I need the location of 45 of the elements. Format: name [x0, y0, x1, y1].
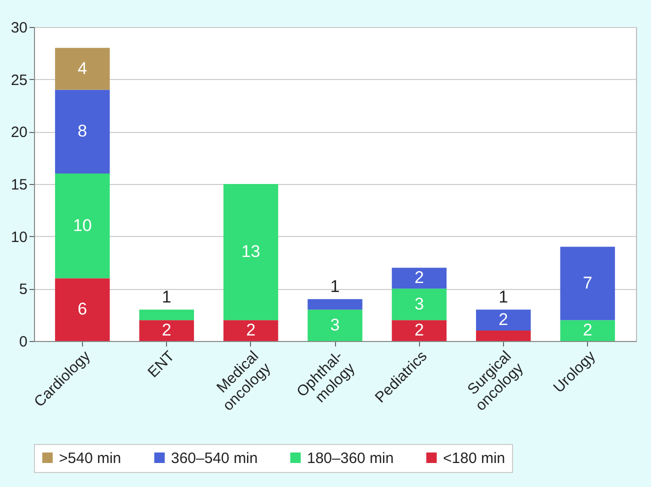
bar — [476, 330, 531, 341]
data-label: 10 — [72, 216, 92, 235]
legend-label: 180–360 min — [307, 450, 394, 467]
bar — [560, 320, 615, 341]
data-label: 1 — [330, 277, 340, 296]
data-label: 4 — [78, 58, 88, 78]
y-tick-label: 20 — [10, 124, 28, 142]
y-tick-label: 0 — [19, 334, 28, 350]
data-label: 3 — [414, 294, 424, 314]
bar — [55, 278, 110, 341]
data-label: 2 — [162, 320, 172, 340]
bar — [560, 246, 615, 320]
data-label: 13 — [241, 242, 260, 262]
data-label: 3 — [330, 315, 340, 334]
y-tick-label: 25 — [10, 72, 28, 89]
bar — [55, 48, 110, 90]
bar — [392, 320, 447, 341]
y-tick-label: 10 — [10, 228, 28, 246]
data-label: 2 — [414, 320, 424, 340]
data-label: 2 — [498, 310, 508, 330]
data-label: 2 — [582, 320, 592, 340]
bar — [139, 320, 194, 341]
legend-label: <180 min — [443, 450, 506, 467]
data-label: 6 — [78, 300, 88, 319]
y-tick-label: 30 — [10, 20, 28, 36]
data-label: 2 — [414, 268, 424, 288]
bar — [55, 174, 110, 278]
bar — [308, 299, 362, 310]
bar — [139, 310, 194, 320]
bar — [55, 90, 110, 174]
bar — [223, 320, 278, 341]
data-label: 1 — [498, 288, 508, 307]
bar — [392, 268, 447, 289]
bar — [223, 184, 278, 320]
bar — [308, 310, 362, 341]
data-label: 8 — [78, 122, 88, 141]
bar — [392, 288, 447, 320]
legend-label: >540 min — [59, 450, 122, 467]
bar — [476, 310, 531, 331]
data-label: 1 — [162, 288, 172, 307]
y-tick-label: 15 — [10, 176, 28, 194]
data-label: 7 — [582, 273, 592, 292]
legend-label: 360–540 min — [171, 450, 258, 467]
y-tick-label: 5 — [19, 281, 28, 298]
data-label: 2 — [246, 320, 256, 340]
